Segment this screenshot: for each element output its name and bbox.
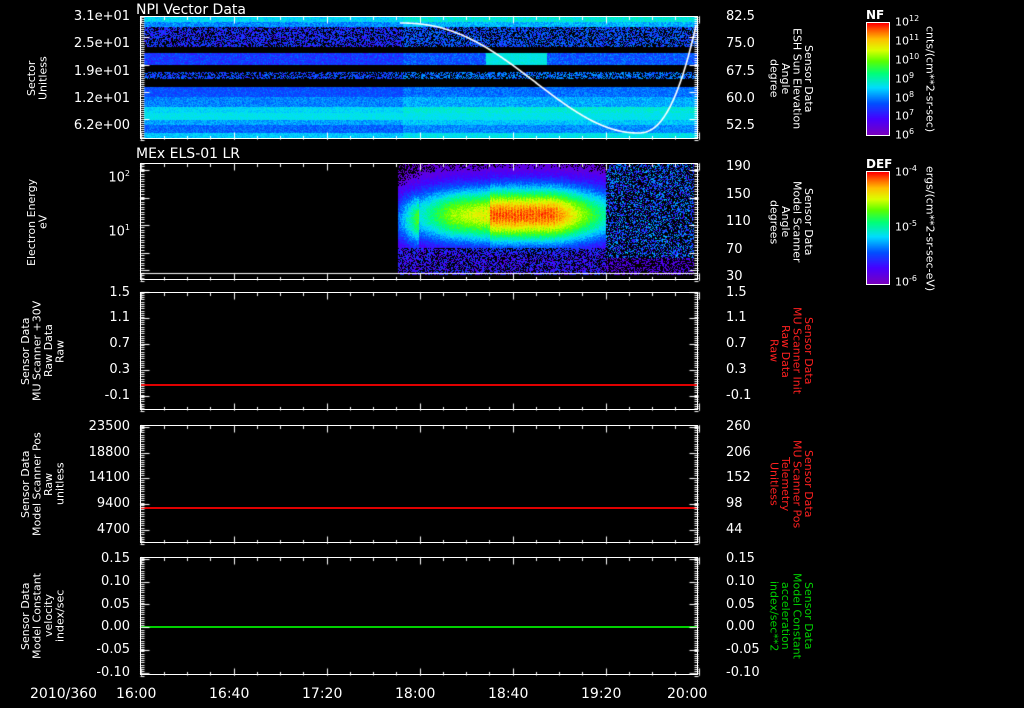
p5-right-tick-0: 0.15 (726, 551, 755, 566)
x-tick-1: 16:40 (209, 686, 250, 702)
x-tick-5: 19:20 (581, 686, 622, 702)
nf-colorbar-title: NF (866, 8, 885, 22)
scanner30v-plot-frame (140, 292, 698, 410)
constvel-trace (141, 626, 697, 628)
els-left-tick-1: 101 (108, 223, 130, 240)
p5-right-tick-2: 0.05 (726, 597, 755, 612)
p4-left-tick-2: 14100 (88, 470, 130, 485)
p4-left-tick-1: 18800 (88, 445, 130, 460)
scanner30v-trace (141, 384, 697, 386)
p5-right-tick-1: 0.10 (726, 574, 755, 589)
p3-right-tick-3: 0.3 (726, 362, 747, 377)
def-colorbar-units: ergs/(cm**2-sr-sec-eV) (923, 166, 937, 292)
def-colorbar-title: DEF (866, 157, 893, 171)
p4-right-tick-4: 44 (726, 522, 743, 537)
p3-right-tick-4: -0.1 (726, 388, 752, 403)
x-tick-4: 18:40 (488, 686, 529, 702)
scannerpos-right-axis-title: Sensor Data MU Scanner Pos Telemetry Unitle… (767, 439, 816, 529)
p4-right-tick-2: 152 (726, 470, 751, 485)
def-colorbar (866, 171, 890, 285)
p3-left-tick-2: 0.7 (109, 336, 130, 351)
els-right-tick-0: 190 (726, 159, 751, 174)
p3-left-tick-1: 1.1 (109, 310, 130, 325)
npi-left-tick-2: 1.9e+01 (73, 64, 130, 79)
p3-right-tick-2: 0.7 (726, 336, 747, 351)
npi-left-tick-4: 6.2e+00 (73, 118, 130, 133)
p4-right-tick-1: 206 (726, 445, 751, 460)
x-tick-2: 17:20 (302, 686, 343, 702)
constvel-plot-frame (140, 557, 698, 675)
els-right-tick-2: 110 (726, 214, 751, 229)
x-date-label: 2010/360 (30, 686, 98, 702)
npi-right-axis-title: Sensor Data ESH Sun Elevation Angle degree (767, 27, 816, 130)
x-tick-3: 18:00 (395, 686, 436, 702)
scanner30v-right-axis-title: Sensor Data MU Scanner Init Raw Data Raw (767, 307, 816, 395)
els-spectrogram (141, 164, 697, 279)
p3-left-tick-0: 1.5 (109, 285, 130, 300)
npi-left-tick-1: 2.5e+01 (73, 36, 130, 51)
els-right-tick-3: 70 (726, 242, 743, 257)
p3-right-tick-0: 1.5 (726, 285, 747, 300)
els-plot-frame (140, 163, 698, 280)
p5-right-tick-4: -0.05 (726, 642, 760, 657)
p4-right-tick-0: 260 (726, 419, 751, 434)
els-right-axis-title: Sensor Data Model Scanner Angle degrees (767, 181, 816, 263)
p3-right-tick-1: 1.1 (726, 310, 747, 325)
npi-right-tick-0: 82.5 (726, 9, 755, 24)
p4-left-tick-0: 23500 (88, 419, 130, 434)
constvel-right-axis-title: Sensor Data Model Constant acceleration ind… (767, 573, 816, 659)
p3-left-tick-4: -0.1 (104, 388, 130, 403)
npi-plot-frame (140, 16, 698, 139)
npi-right-tick-4: 52.5 (726, 118, 755, 133)
els-right-tick-1: 150 (726, 187, 751, 202)
p5-left-tick-5: -0.10 (96, 665, 130, 680)
els-left-axis-title: Electron Energy eV (25, 178, 50, 266)
npi-left-axis-title: Sector Unitless (25, 56, 50, 100)
nf-colorbar (866, 22, 890, 136)
npi-right-tick-2: 67.5 (726, 64, 755, 79)
scannerpos-plot-frame (140, 425, 698, 543)
npi-left-tick-3: 1.2e+01 (73, 91, 130, 106)
p5-left-tick-2: 0.05 (101, 597, 130, 612)
els-right-tick-4: 30 (726, 269, 743, 284)
npi-right-tick-3: 60.0 (726, 91, 755, 106)
p4-left-tick-3: 9400 (96, 496, 130, 511)
p5-right-tick-3: 0.00 (726, 619, 755, 634)
p5-right-tick-5: -0.10 (726, 665, 760, 680)
p4-right-tick-3: 98 (726, 496, 743, 511)
p4-left-tick-4: 4700 (96, 522, 130, 537)
x-tick-6: 20:00 (667, 686, 708, 702)
p5-left-tick-3: 0.00 (101, 619, 130, 634)
p5-left-tick-4: -0.05 (96, 642, 130, 657)
npi-left-tick-0: 3.1e+01 (73, 9, 130, 24)
scannerpos-trace (141, 507, 697, 509)
npi-right-tick-1: 75.0 (726, 36, 755, 51)
els-left-tick-0: 102 (108, 169, 130, 186)
x-tick-0: 16:00 (116, 686, 157, 702)
els-title: MEx ELS-01 LR (136, 146, 241, 162)
nf-colorbar-units: cnts/(cm**2-sr-sec) (923, 25, 937, 133)
p5-left-tick-1: 0.10 (101, 574, 130, 589)
p5-left-tick-0: 0.15 (101, 551, 130, 566)
npi-spectrogram (141, 17, 697, 138)
p3-left-tick-3: 0.3 (109, 362, 130, 377)
